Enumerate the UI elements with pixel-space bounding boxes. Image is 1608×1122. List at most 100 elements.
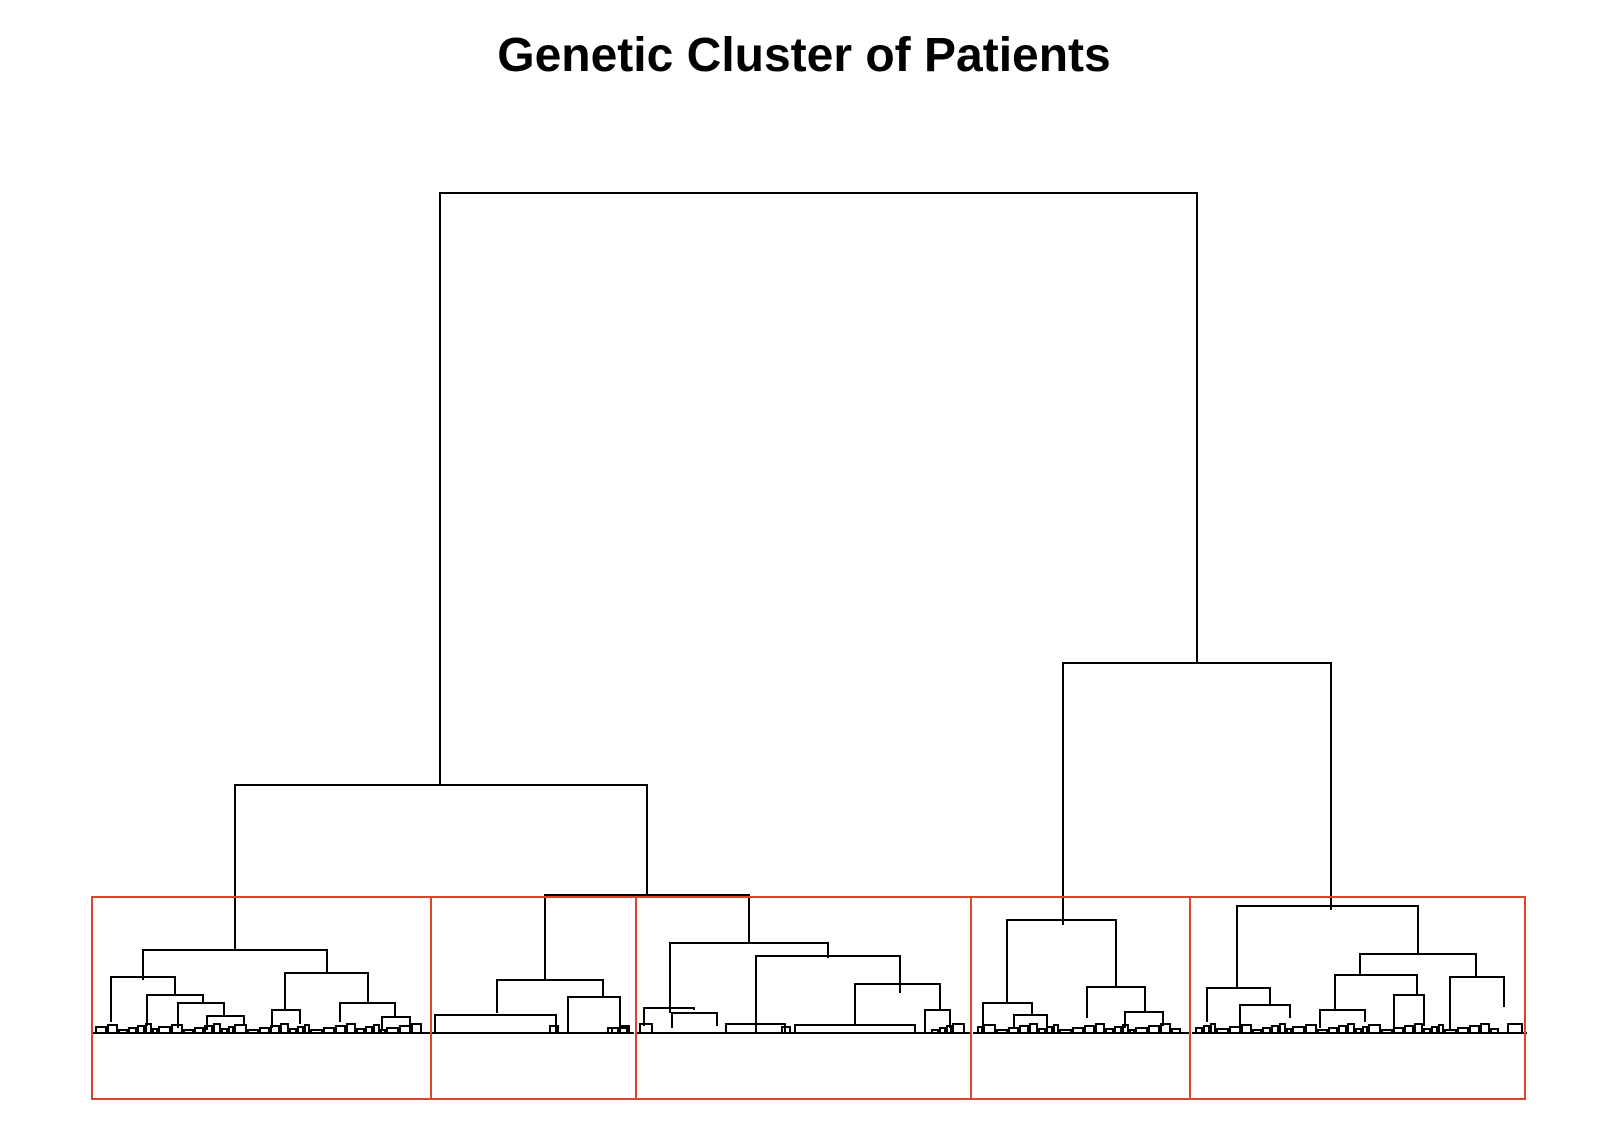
leaf-link-21 xyxy=(289,1028,297,1033)
leaf-link-29 xyxy=(365,1026,373,1033)
dendrogram-link-23 xyxy=(1006,919,1117,1003)
left-group-link xyxy=(234,784,648,950)
leaf-link-49 xyxy=(1038,1028,1046,1033)
dendrogram-link-10 xyxy=(496,979,604,1013)
cluster-box-3 xyxy=(635,896,972,1100)
dendrogram-link-14 xyxy=(669,942,829,1013)
leaf-link-9 xyxy=(171,1024,183,1033)
leaf-link-79 xyxy=(1338,1025,1347,1033)
leaf-link-68 xyxy=(1229,1026,1241,1033)
leaf-link-76 xyxy=(1305,1024,1317,1033)
leaf-link-32 xyxy=(386,1027,399,1033)
leaf-link-13 xyxy=(213,1023,221,1033)
leaf-link-6 xyxy=(145,1023,152,1033)
cluster2-cluster3-link xyxy=(544,894,750,980)
dendrogram-link-17 xyxy=(755,955,901,1033)
leaf-link-81 xyxy=(1355,1028,1362,1033)
dendrogram-link-25 xyxy=(1086,986,1146,1018)
leaf-link-54 xyxy=(1084,1025,1095,1033)
dendrogram-link-33 xyxy=(1239,1004,1291,1026)
dendrogram-link-20 xyxy=(794,1024,916,1033)
dendrogram-link-15 xyxy=(643,1007,695,1026)
root-link xyxy=(439,192,1198,785)
leaf-link-11 xyxy=(194,1027,204,1033)
leaf-link-43 xyxy=(977,1026,983,1033)
leaf-link-42 xyxy=(952,1023,965,1033)
leaf-link-77 xyxy=(1317,1029,1328,1033)
leaf-link-66 xyxy=(1210,1023,1216,1033)
leaf-link-59 xyxy=(1129,1029,1135,1033)
leaf-link-55 xyxy=(1095,1023,1105,1033)
leaf-link-19 xyxy=(270,1025,280,1033)
leaf-link-33 xyxy=(399,1025,411,1033)
dendrogram-link-29 xyxy=(1206,987,1271,1022)
dendrogram-branches xyxy=(93,192,1527,1034)
leaf-link-71 xyxy=(1262,1027,1271,1033)
leaf-link-64 xyxy=(1195,1027,1203,1033)
leaf-link-17 xyxy=(247,1029,259,1033)
leaf-link-86 xyxy=(1404,1025,1414,1033)
leaf-link-1 xyxy=(95,1026,107,1033)
leaf-link-92 xyxy=(1457,1027,1469,1033)
leaf-link-8 xyxy=(158,1026,171,1033)
leaf-link-78 xyxy=(1328,1027,1338,1033)
leaf-link-83 xyxy=(1368,1024,1381,1033)
dendrogram-link-28 xyxy=(1236,905,1419,988)
leaf-link-48 xyxy=(1029,1023,1038,1033)
dendrogram-link-12 xyxy=(434,1014,557,1033)
dendrogram-link-31 xyxy=(1334,974,1418,1010)
leaf-link-82 xyxy=(1362,1026,1368,1033)
dendrogram-link-5 xyxy=(206,1015,245,1030)
leaf-link-74 xyxy=(1286,1028,1292,1033)
leaf-link-15 xyxy=(228,1026,234,1033)
leaf-link-61 xyxy=(1148,1025,1160,1033)
leaf-link-31 xyxy=(380,1029,386,1033)
dendrogram-link-34 xyxy=(1319,1009,1366,1028)
leaf-link-2 xyxy=(107,1024,118,1033)
leaf-link-41 xyxy=(946,1025,952,1033)
leaf-link-88 xyxy=(1423,1028,1431,1033)
leaf-link-60 xyxy=(1135,1027,1148,1033)
right-group-link xyxy=(1062,662,1332,925)
leaf-link-40 xyxy=(939,1027,946,1033)
dendrogram-link-6 xyxy=(284,972,369,1010)
leaf-link-10 xyxy=(183,1029,194,1033)
leaf-link-7 xyxy=(152,1028,158,1033)
dendrogram-link-30 xyxy=(1359,953,1477,977)
leaf-link-57 xyxy=(1114,1026,1122,1033)
leaf-link-38 xyxy=(781,1026,791,1033)
leaf-link-24 xyxy=(310,1029,323,1033)
dendrogram-link-1 xyxy=(142,949,328,980)
dendrogram-link-26 xyxy=(1013,1014,1048,1028)
leaf-link-12 xyxy=(204,1025,213,1033)
leaf-link-95 xyxy=(1490,1028,1499,1033)
dendrogram-link-3 xyxy=(146,994,204,1026)
cluster-box-1 xyxy=(91,896,432,1100)
leaf-link-23 xyxy=(304,1024,310,1033)
leaf-link-30 xyxy=(373,1024,380,1033)
leaf-link-51 xyxy=(1053,1024,1059,1033)
leaf-link-50 xyxy=(1046,1026,1053,1033)
dendrogram-link-8 xyxy=(271,1009,301,1028)
leaf-link-65 xyxy=(1203,1025,1210,1033)
dendrogram-link-21 xyxy=(924,1009,951,1033)
leaf-link-35 xyxy=(549,1025,559,1033)
leaf-link-16 xyxy=(234,1024,247,1033)
leaf-link-70 xyxy=(1252,1029,1262,1033)
leaf-link-22 xyxy=(297,1026,304,1033)
leaf-link-72 xyxy=(1271,1025,1279,1033)
dendrogram-link-9 xyxy=(381,1016,411,1030)
plot-title: Genetic Cluster of Patients xyxy=(497,29,1111,82)
leaf-link-94 xyxy=(1480,1023,1490,1033)
leaf-link-45 xyxy=(996,1029,1008,1033)
leaf-link-37 xyxy=(619,1025,630,1033)
leaf-link-27 xyxy=(346,1023,356,1033)
dendrogram-link-32 xyxy=(1449,976,1505,1030)
leaf-link-73 xyxy=(1279,1023,1286,1033)
leaf-link-3 xyxy=(118,1029,128,1033)
leaf-link-62 xyxy=(1160,1023,1171,1033)
leaf-link-26 xyxy=(335,1025,346,1033)
leaf-link-80 xyxy=(1347,1023,1355,1033)
leaf-link-75 xyxy=(1292,1026,1305,1033)
